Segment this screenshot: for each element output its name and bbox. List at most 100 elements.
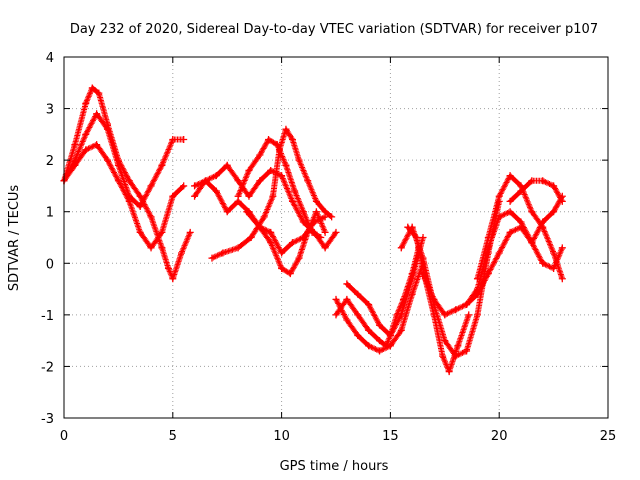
data-point	[332, 295, 340, 303]
data-point	[321, 208, 329, 216]
y-tick-label: 1	[46, 206, 54, 221]
data-point	[147, 182, 155, 190]
data-point	[147, 213, 155, 221]
data-point	[430, 311, 438, 319]
data-point	[558, 275, 566, 283]
data-point	[114, 161, 122, 169]
data-point	[343, 295, 351, 303]
data-point	[408, 275, 416, 283]
data-point	[114, 177, 122, 185]
data-point	[419, 234, 427, 241]
data-point	[136, 192, 144, 200]
series-track-g	[234, 136, 325, 241]
data-point	[245, 166, 253, 174]
data-point	[539, 223, 547, 231]
data-point	[158, 228, 166, 236]
data-point	[558, 197, 566, 205]
data-point	[484, 270, 492, 278]
data-point	[312, 197, 320, 205]
data-point	[88, 84, 96, 92]
data-point	[286, 270, 294, 278]
data-point	[550, 249, 558, 257]
series-track-d	[191, 161, 340, 252]
data-point	[441, 311, 449, 319]
x-tick-label: 5	[169, 429, 177, 444]
data-point	[71, 161, 79, 169]
data-point	[506, 172, 514, 180]
data-point	[376, 321, 384, 329]
data-point	[267, 166, 275, 174]
data-point	[312, 208, 320, 216]
data-point	[212, 172, 220, 180]
data-point	[365, 301, 373, 309]
data-point	[282, 125, 290, 133]
data-point	[208, 254, 216, 262]
data-point	[343, 316, 351, 324]
data-point	[386, 342, 394, 350]
series-markers	[463, 194, 565, 308]
data-point	[528, 208, 536, 216]
data-point	[169, 275, 177, 283]
data-point	[445, 368, 453, 376]
x-tick-label: 25	[600, 429, 617, 444]
data-point	[397, 244, 405, 252]
data-point	[288, 197, 296, 205]
data-point	[95, 89, 103, 97]
data-point	[82, 130, 90, 138]
data-point	[397, 311, 405, 319]
data-point	[550, 208, 558, 216]
data-point	[354, 290, 362, 298]
data-point	[158, 244, 166, 252]
data-point	[439, 352, 447, 360]
data-point	[219, 249, 227, 257]
x-tick-label: 20	[491, 429, 508, 444]
data-point	[397, 326, 405, 334]
data-point	[528, 177, 536, 185]
data-point	[495, 213, 503, 221]
data-point	[234, 177, 242, 185]
data-point	[539, 259, 547, 267]
x-tick-label: 10	[273, 429, 290, 444]
data-point	[234, 192, 242, 200]
data-point	[234, 244, 242, 252]
data-point	[321, 228, 329, 236]
series-track-q	[506, 177, 566, 205]
data-point	[506, 197, 514, 205]
data-point	[517, 187, 525, 195]
data-point	[473, 275, 481, 283]
data-point	[223, 161, 231, 169]
data-point	[473, 285, 481, 293]
data-point	[256, 151, 264, 159]
data-point	[180, 136, 188, 144]
data-point	[413, 234, 421, 241]
data-point	[304, 228, 312, 236]
data-point	[328, 213, 336, 221]
data-point	[158, 161, 166, 169]
data-point	[430, 295, 438, 303]
data-point	[419, 270, 427, 278]
y-tick-label: 0	[46, 257, 54, 272]
y-tick-label: 4	[46, 51, 54, 66]
data-point	[243, 208, 251, 216]
data-point	[269, 192, 277, 200]
data-point	[376, 337, 384, 345]
data-point	[93, 141, 101, 149]
data-point	[278, 249, 286, 257]
data-point	[386, 331, 394, 339]
y-tick-label: -3	[41, 412, 54, 427]
data-point	[365, 342, 373, 350]
data-point	[136, 203, 144, 211]
data-point	[125, 197, 133, 205]
data-point	[558, 244, 566, 252]
data-point	[473, 311, 481, 319]
y-tick-label: 2	[46, 154, 54, 169]
data-point	[201, 177, 209, 185]
data-point	[495, 249, 503, 257]
data-point	[104, 156, 112, 164]
y-tick-label: -1	[41, 309, 54, 324]
data-point	[267, 228, 275, 236]
data-point	[191, 182, 199, 190]
series-track-h	[243, 208, 329, 278]
series-track-f	[208, 125, 336, 262]
